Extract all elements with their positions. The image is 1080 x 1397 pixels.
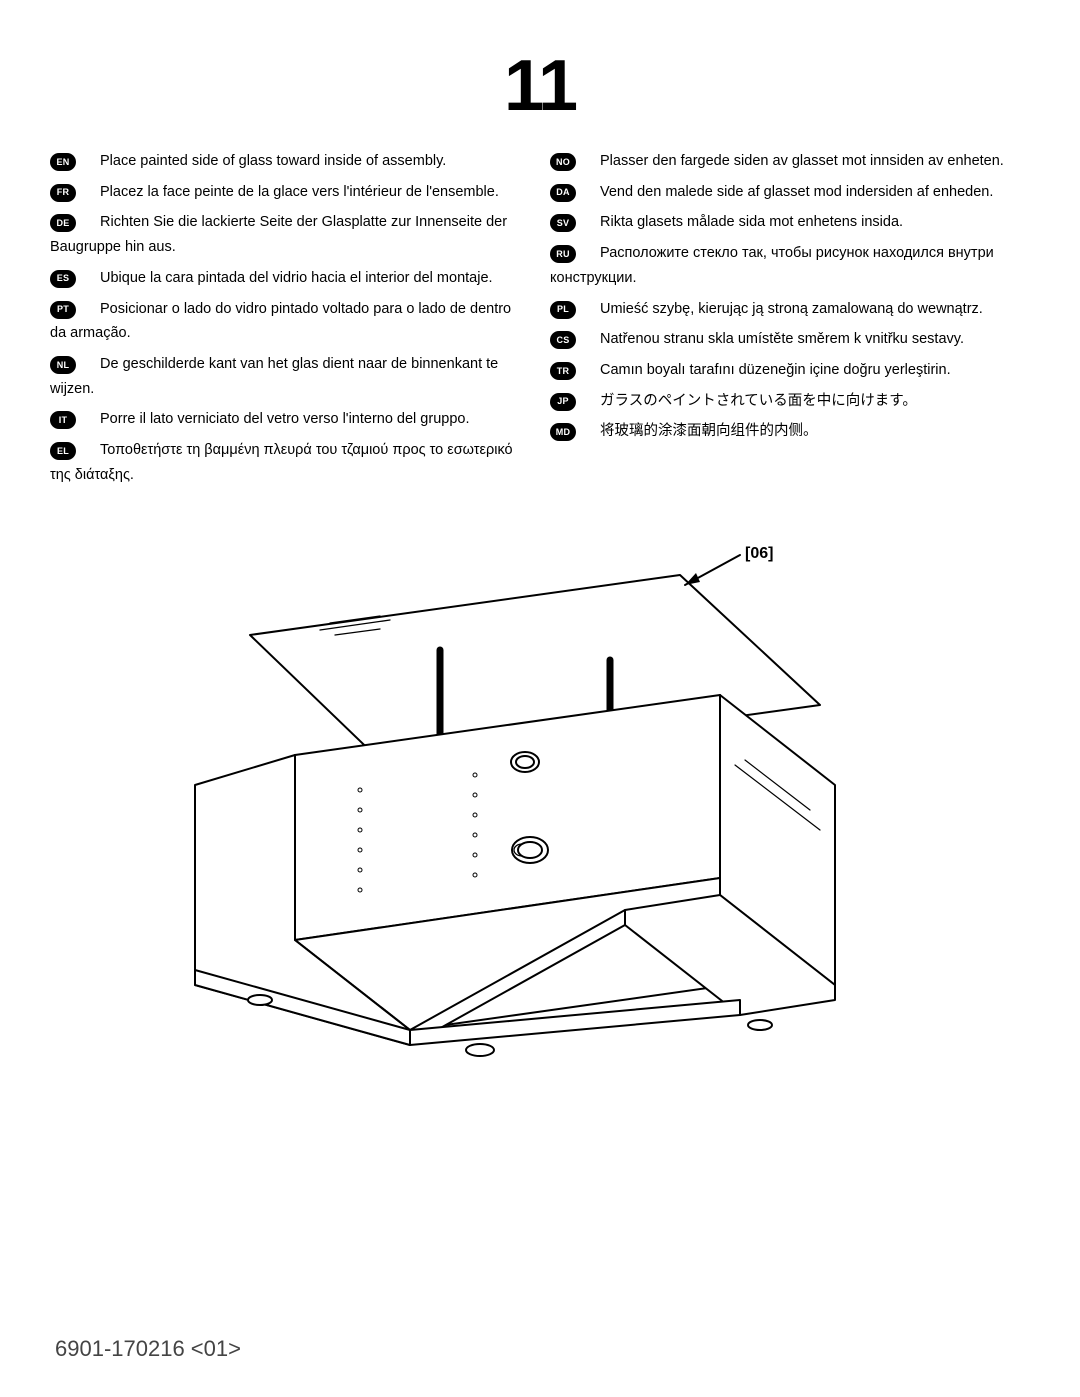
instructions-block: EN Place painted side of glass toward ins…: [50, 150, 1030, 495]
instruction-text: Place painted side of glass toward insid…: [100, 153, 446, 169]
instruction-text: Placez la face peinte de la glace vers l…: [100, 184, 499, 200]
instruction-text: Camın boyalı tarafını düzeneğin içine do…: [600, 362, 951, 378]
instruction-text: Natřenou stranu skla umístěte směrem k v…: [600, 331, 964, 347]
language-badge: EN: [50, 153, 76, 171]
instruction-entry: TR Camın boyalı tarafını düzeneğin içine …: [550, 359, 1030, 384]
instruction-entry: DERichten Sie die lackierte Seite der Gl…: [50, 211, 530, 260]
instruction-entry: PTPosicionar o lado do vidro pintado vol…: [50, 298, 530, 347]
instruction-text: De geschilderde kant van het glas dient …: [50, 356, 498, 397]
language-badge: ES: [50, 270, 76, 288]
language-badge: EL: [50, 442, 76, 460]
instruction-entry: CS Natřenou stranu skla umístěte směrem k…: [550, 328, 1030, 353]
instruction-entry: SV Rikta glasets målade sida mot enhetens…: [550, 211, 1030, 236]
footer-partnumber: 6901-170216 <01>: [55, 1336, 241, 1362]
instruction-text: Расположите стекло так, чтобы рисунок на…: [550, 245, 994, 286]
language-badge: MD: [550, 423, 576, 441]
instruction-entry: EN Place painted side of glass toward ins…: [50, 150, 530, 175]
instruction-text: Posicionar o lado do vidro pintado volta…: [50, 301, 511, 342]
language-badge: NO: [550, 153, 576, 171]
language-badge: SV: [550, 214, 576, 232]
cabinet-body: [195, 695, 835, 1056]
language-badge: PT: [50, 301, 76, 319]
language-badge: PL: [550, 301, 576, 319]
part-label-arrow: [06]: [685, 545, 773, 585]
grommet-hole: [511, 752, 539, 772]
instruction-entry: RUРасположите стекло так, чтобы рисунок …: [550, 242, 1030, 291]
language-badge: NL: [50, 356, 76, 374]
instruction-entry: NLDe geschilderde kant van het glas dien…: [50, 353, 530, 402]
instructions-left-column: EN Place painted side of glass toward ins…: [50, 150, 530, 495]
instruction-entry: ELΤοποθετήστε τη βαμμένη πλευρά του τζαμ…: [50, 439, 530, 488]
instruction-text: Rikta glasets målade sida mot enhetens i…: [600, 214, 903, 230]
language-badge: JP: [550, 393, 576, 411]
instruction-text: Richten Sie die lackierte Seite der Glas…: [50, 214, 507, 255]
language-badge: IT: [50, 411, 76, 429]
instruction-entry: FR Placez la face peinte de la glace vers…: [50, 181, 530, 206]
assembly-illustration: [06]: [120, 540, 960, 1060]
instruction-entry: NO Plasser den fargede siden av glasset m…: [550, 150, 1030, 175]
part-label-text: [06]: [745, 545, 773, 562]
step-number: 11: [504, 45, 576, 127]
language-badge: DE: [50, 214, 76, 232]
language-badge: CS: [550, 331, 576, 349]
instruction-text: Umieść szybę, kierując ją stroną zamalow…: [600, 301, 983, 317]
instruction-entry: MD 将玻璃的涂漆面朝向组件的内侧。: [550, 420, 1030, 445]
instruction-text: ガラスのペイントされている面を中に向けます。: [600, 393, 917, 409]
instructions-right-column: NO Plasser den fargede siden av glasset m…: [550, 150, 1030, 495]
language-badge: DA: [550, 184, 576, 202]
language-badge: TR: [550, 362, 576, 380]
instruction-entry: DA Vend den malede side af glasset mod in…: [550, 181, 1030, 206]
instruction-text: 将玻璃的涂漆面朝向组件的内侧。: [600, 423, 818, 439]
instruction-entry: IT Porre il lato verniciato del vetro ver…: [50, 408, 530, 433]
grommet-hole: [512, 837, 548, 863]
language-badge: FR: [50, 184, 76, 202]
instruction-text: Ubique la cara pintada del vidrio hacia …: [100, 270, 493, 286]
instruction-entry: PL Umieść szybę, kierując ją stroną zamal…: [550, 298, 1030, 323]
instruction-text: Plasser den fargede siden av glasset mot…: [600, 153, 1004, 169]
instruction-entry: ES Ubique la cara pintada del vidrio haci…: [50, 267, 530, 292]
instruction-text: Vend den malede side af glasset mod inde…: [600, 184, 993, 200]
instruction-text: Τοποθετήστε τη βαμμένη πλευρά του τζαμιο…: [50, 442, 513, 483]
language-badge: RU: [550, 245, 576, 263]
instruction-text: Porre il lato verniciato del vetro verso…: [100, 411, 470, 427]
instruction-entry: JP ガラスのペイントされている面を中に向けます。: [550, 390, 1030, 415]
